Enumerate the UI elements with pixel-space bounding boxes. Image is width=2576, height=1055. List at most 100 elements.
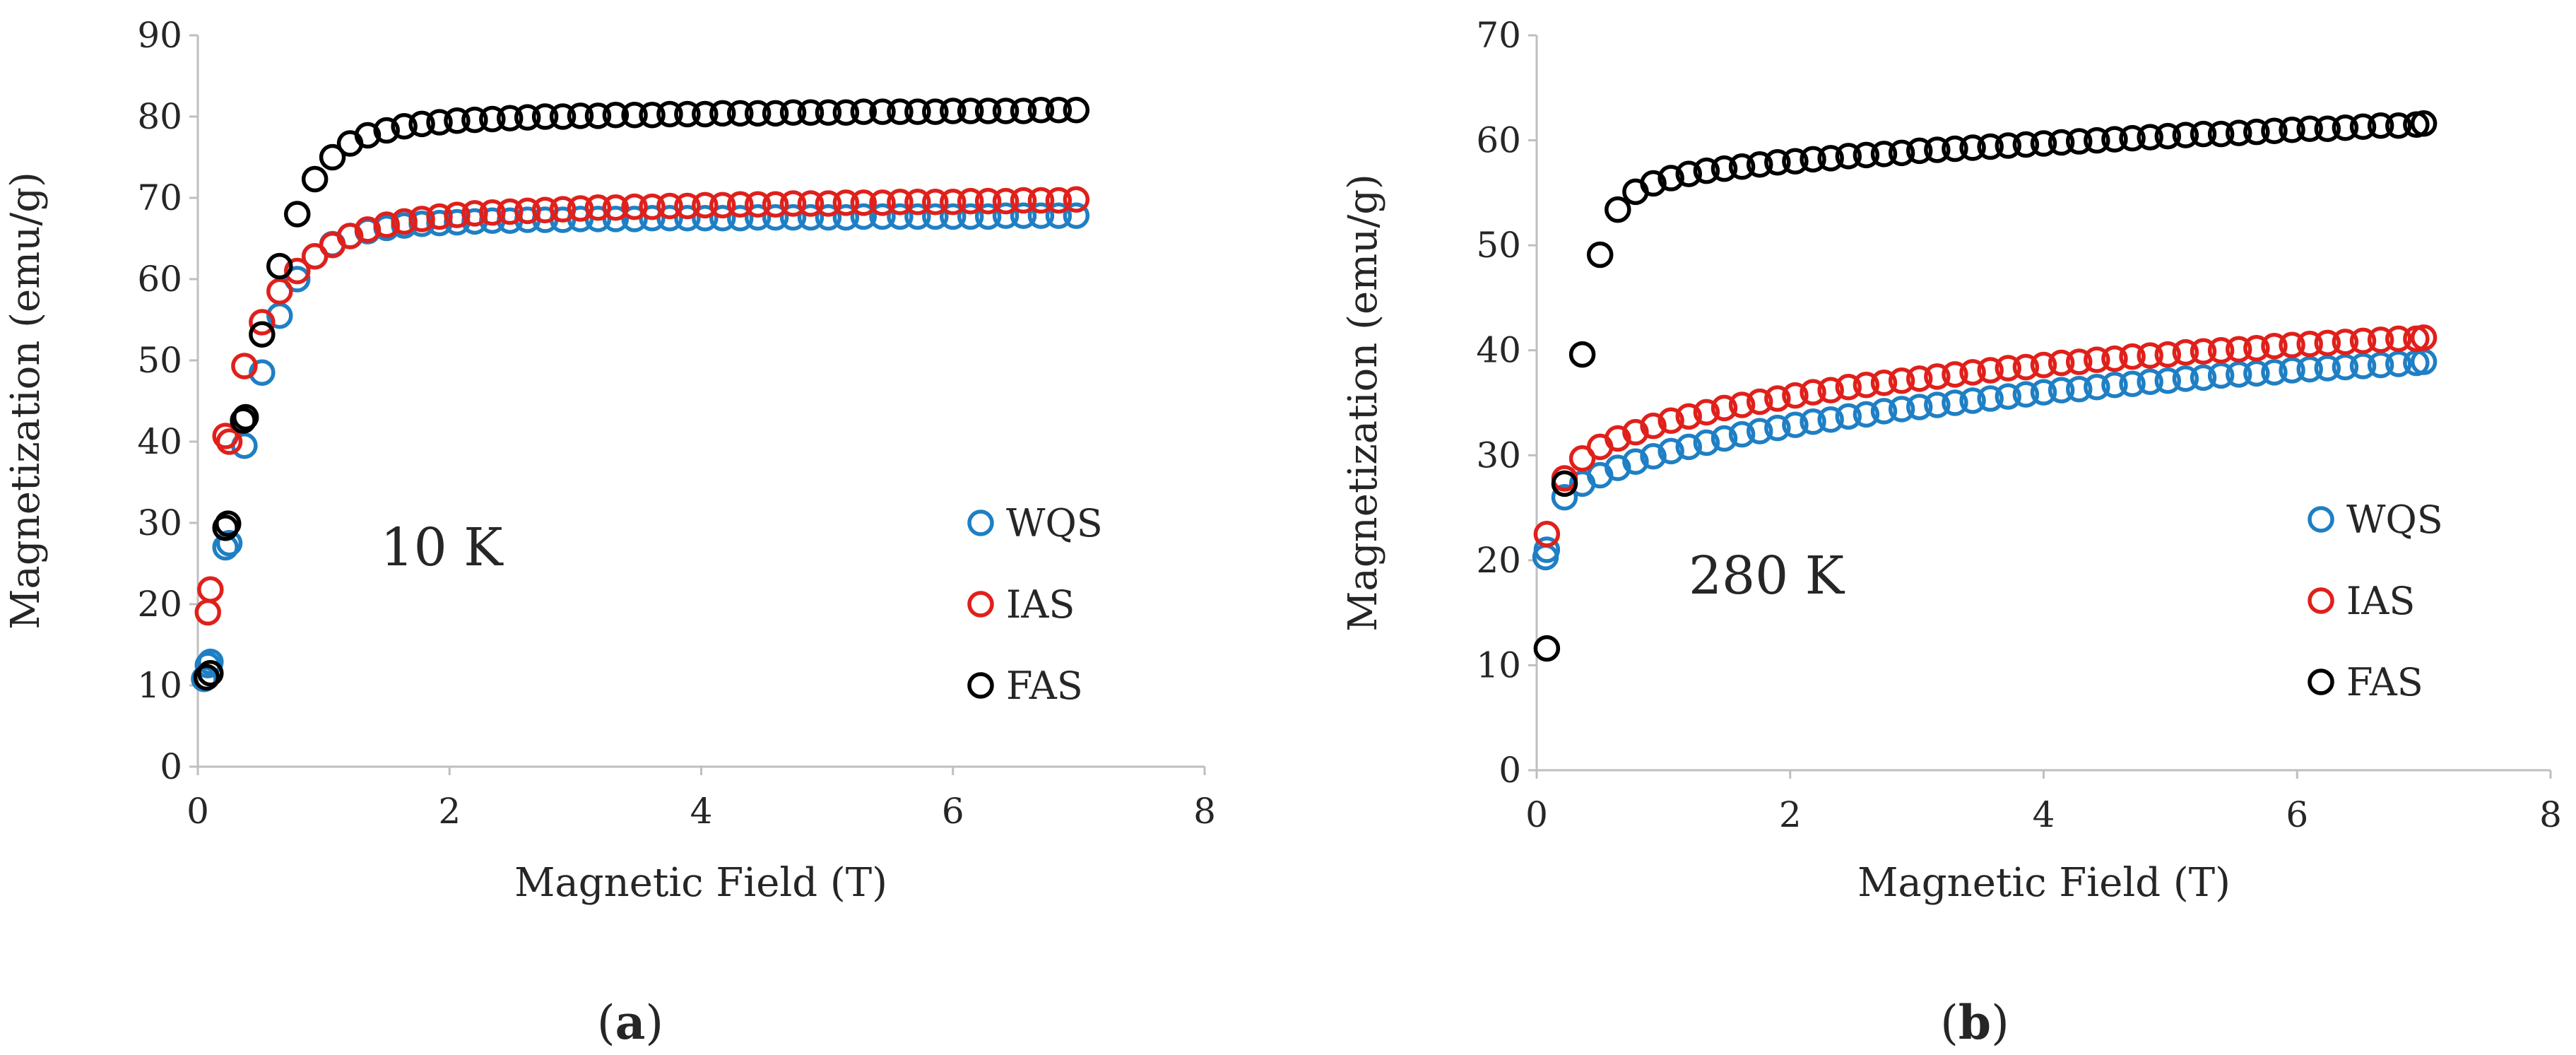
x-axis-title: Magnetic Field (T) xyxy=(514,860,887,906)
data-point xyxy=(1063,97,1090,124)
data-point xyxy=(2207,120,2235,148)
data-point xyxy=(1568,341,1596,368)
data-point xyxy=(779,99,807,126)
data-point xyxy=(2243,118,2270,146)
data-point xyxy=(1924,363,1951,390)
data-point xyxy=(1853,401,1880,428)
data-point xyxy=(1782,411,1809,438)
panel-label: (a) xyxy=(597,995,663,1050)
data-point xyxy=(549,103,577,130)
data-point xyxy=(656,100,683,128)
data-point xyxy=(762,191,789,218)
data-point xyxy=(1640,412,1667,440)
data-point xyxy=(2410,324,2438,351)
legend-label-fas: FAS xyxy=(2346,660,2423,705)
data-point xyxy=(957,203,984,230)
data-point xyxy=(1888,396,1915,423)
data-point xyxy=(2207,336,2235,364)
data-point xyxy=(2243,360,2270,387)
data-point xyxy=(1728,153,1756,180)
data-point xyxy=(479,105,506,133)
data-point xyxy=(2367,326,2394,353)
data-point xyxy=(1942,361,1968,388)
data-point xyxy=(1045,202,1073,230)
data-point xyxy=(2243,334,2270,362)
data-point xyxy=(887,98,914,125)
data-point xyxy=(1622,448,1649,475)
data-point xyxy=(584,194,612,221)
data-point xyxy=(1010,187,1037,214)
data-point xyxy=(2225,119,2252,146)
data-point xyxy=(2030,130,2057,157)
data-point xyxy=(2225,336,2252,363)
data-point xyxy=(674,100,701,128)
x-axis-title: Magnetic Field (T) xyxy=(1857,860,2231,906)
data-point xyxy=(230,407,256,434)
data-point xyxy=(2314,355,2341,382)
data-point xyxy=(2332,329,2359,355)
data-point xyxy=(709,100,736,127)
data-point xyxy=(1533,536,1561,563)
data-point xyxy=(815,204,842,231)
data-point xyxy=(2101,126,2128,153)
data-point xyxy=(194,599,221,626)
series-ias xyxy=(1533,324,2438,548)
data-point xyxy=(726,205,754,232)
data-point xyxy=(2314,329,2341,357)
data-point xyxy=(497,198,524,225)
data-point xyxy=(2172,122,2199,148)
data-point xyxy=(249,321,276,348)
legend-marker-wqs xyxy=(967,509,994,536)
data-point xyxy=(940,189,967,216)
series-wqs xyxy=(191,202,1090,692)
data-point xyxy=(2172,338,2199,366)
chart-panel-b: 0 10 20 30 40 50 60 70 0 2 4 6 8 Magnetic Field (T) Ma… xyxy=(1340,15,2562,1050)
x-tick-label: 8 xyxy=(1193,791,1216,832)
legend-marker-fas xyxy=(2308,668,2334,695)
data-point xyxy=(1817,145,1844,172)
y-axis-title: Magnetization (emu/g) xyxy=(1340,174,1386,632)
panel-label: (b) xyxy=(1940,995,2009,1050)
y-tick-label: 0 xyxy=(1499,750,1521,791)
data-point xyxy=(1959,134,1986,161)
legend-marker-wqs xyxy=(2308,506,2334,533)
data-point xyxy=(2332,114,2359,141)
data-point xyxy=(461,106,488,134)
data-point xyxy=(992,202,1020,230)
data-point xyxy=(957,187,984,215)
data-point xyxy=(1658,437,1684,465)
x-tick-label: 6 xyxy=(942,791,964,832)
y-tick-label: 70 xyxy=(1476,15,1521,56)
data-point xyxy=(602,101,630,129)
data-point xyxy=(426,109,453,136)
y-tick-label: 50 xyxy=(137,340,182,381)
data-point xyxy=(193,664,220,691)
y-tick-label: 30 xyxy=(1476,435,1521,476)
data-point xyxy=(832,189,860,216)
data-point xyxy=(797,190,825,217)
data-point xyxy=(2119,124,2146,152)
y-tick-label: 70 xyxy=(137,177,182,218)
data-point xyxy=(674,205,701,232)
data-point xyxy=(1764,149,1791,176)
data-point xyxy=(2296,115,2323,142)
data-point xyxy=(1977,357,2004,384)
legend-marker-ias xyxy=(967,591,994,618)
data-point xyxy=(1870,141,1898,167)
data-point xyxy=(974,187,1002,215)
data-point xyxy=(2137,124,2163,151)
x-tick-label: 8 xyxy=(2539,794,2562,835)
data-point xyxy=(2030,351,2057,379)
data-point xyxy=(444,201,471,228)
x-tick-label: 2 xyxy=(438,791,461,832)
data-point xyxy=(692,191,719,219)
data-point xyxy=(726,100,754,127)
data-point xyxy=(1027,187,1055,214)
data-point xyxy=(1746,151,1773,178)
y-tick-label: 50 xyxy=(1476,225,1521,266)
data-point xyxy=(974,203,1002,230)
data-point xyxy=(301,165,329,193)
data-point xyxy=(992,98,1020,124)
data-point xyxy=(1746,418,1773,444)
data-point xyxy=(215,428,243,455)
